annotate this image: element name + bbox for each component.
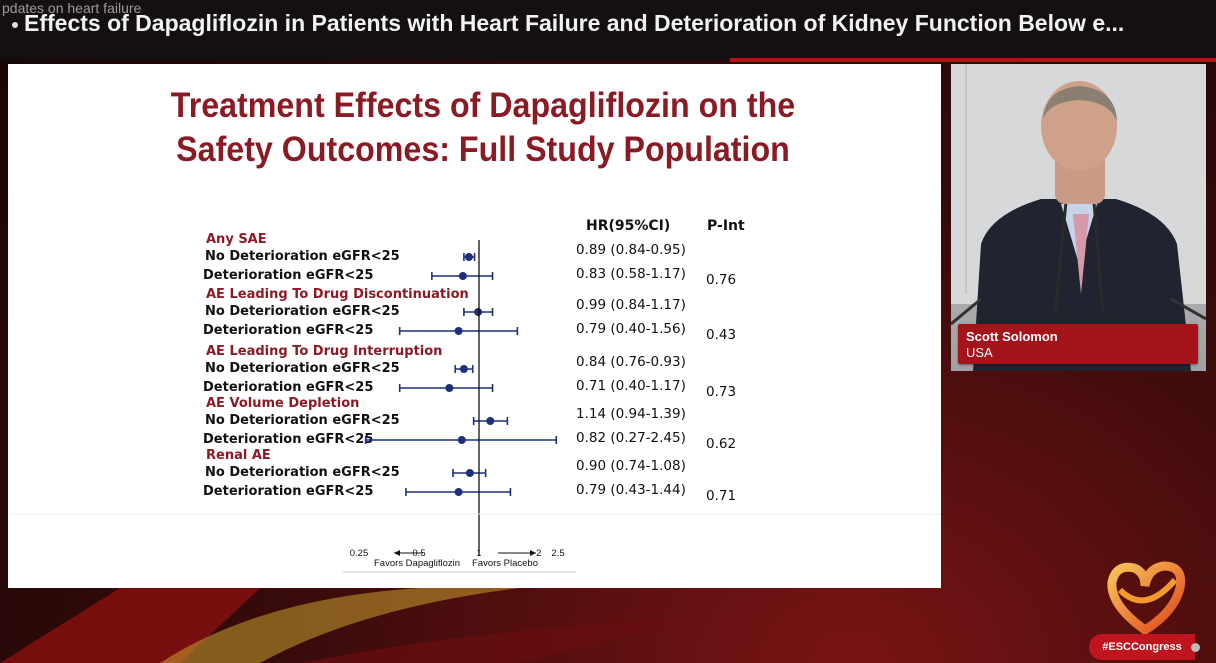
row-label: No Deterioration eGFR<25 [205,413,400,428]
row-label: No Deterioration eGFR<25 [205,465,400,480]
hashtag-badge: #ESCCongress [1089,634,1195,660]
ticker-text: pdates on heart failure [2,0,142,16]
hr-point [445,384,454,392]
speaker-country: USA [966,345,993,360]
accent-line [730,58,1216,62]
p-int-value: 0.76 [706,272,736,288]
row-label: Deterioration eGFR<25 [203,323,373,338]
hr-value: 0.90 (0.74-1.08) [576,458,686,474]
hr-value: 0.82 (0.27-2.45) [576,430,686,446]
hr-point [465,469,474,477]
slide-title-line-1: Treatment Effects of Dapagliflozin on th… [170,86,796,125]
backdrop-edge [965,64,967,294]
presentation-slide: Treatment Effects of Dapagliflozin on th… [8,64,941,588]
hr-point [474,308,483,316]
hr-point [454,488,463,496]
hr-value: 0.79 (0.40-1.56) [576,321,686,337]
x-tick-label: 0.25 [350,548,369,559]
slide-title: Treatment Effects of Dapagliflozin on th… [46,84,920,172]
row-label: Deterioration eGFR<25 [203,432,373,447]
favors-dapagliflozin-label: Favors Dapagliflozin [374,558,460,569]
esc-logo-icon [1107,561,1186,636]
hr-value: 1.14 (0.94-1.39) [576,406,686,422]
decorative-swoosh [0,588,700,663]
category-label: AE Leading To Drug Interruption [206,344,442,359]
session-title-text: Effects of Dapagliflozin in Patients wit… [24,10,1125,36]
hr-value: 0.99 (0.84-1.17) [576,297,686,313]
hr-point [454,327,463,335]
category-label: Any SAE [206,232,267,247]
hr-point [458,272,467,280]
session-title: Effects of Dapagliflozin in Patients wit… [12,10,1202,37]
column-header-p-int: P-Int [707,218,745,234]
row-label: No Deterioration eGFR<25 [205,361,400,376]
bullet-icon [12,21,18,28]
hr-point [464,253,473,261]
hr-value: 0.84 (0.76-0.93) [576,354,686,370]
forest-rows: Any SAE No Deterioration eGFR<25 0.89 (0.8… [203,232,736,504]
hr-point [459,365,468,373]
row-label: Deterioration eGFR<25 [203,268,373,283]
hr-value: 0.89 (0.84-0.95) [576,242,686,258]
category-label: AE Leading To Drug Discontinuation [206,287,469,302]
p-int-value: 0.73 [706,384,736,400]
p-int-value: 0.43 [706,327,736,343]
arrowhead-left-icon [394,550,400,556]
p-int-value: 0.71 [706,488,736,504]
hr-point [486,417,495,425]
slide-title-line-2: Safety Outcomes: Full Study Population [176,130,790,169]
hr-value: 0.79 (0.43-1.44) [576,482,686,498]
row-label: Deterioration eGFR<25 [203,484,373,499]
row-label: No Deterioration eGFR<25 [205,304,400,319]
row-label: Deterioration eGFR<25 [203,380,373,395]
speaker-nameplate: Scott Solomon USA [958,324,1198,364]
category-label: AE Volume Depletion [206,396,359,411]
row-label: No Deterioration eGFR<25 [205,249,400,264]
x-tick-label: 1 [476,548,481,559]
live-indicator-icon [1191,643,1200,652]
forest-plot: HR(95%CI) P-Int Any SAE No Deterioration … [8,218,941,573]
title-bar [0,0,1216,62]
arrowhead-right-icon [530,550,536,556]
category-label: Renal AE [206,448,271,463]
x-tick-label: 2.5 [551,548,564,559]
p-int-value: 0.62 [706,436,736,452]
hr-point [457,436,466,444]
x-tick-label: 2 [536,548,541,559]
speaker-name: Scott Solomon [966,329,1058,344]
column-header-hr: HR(95%CI) [586,218,670,234]
favors-placebo-label: Favors Placebo [472,558,538,569]
hr-value: 0.83 (0.58-1.17) [576,266,686,282]
speaker-video [951,64,1206,371]
hr-value: 0.71 (0.40-1.17) [576,378,686,394]
